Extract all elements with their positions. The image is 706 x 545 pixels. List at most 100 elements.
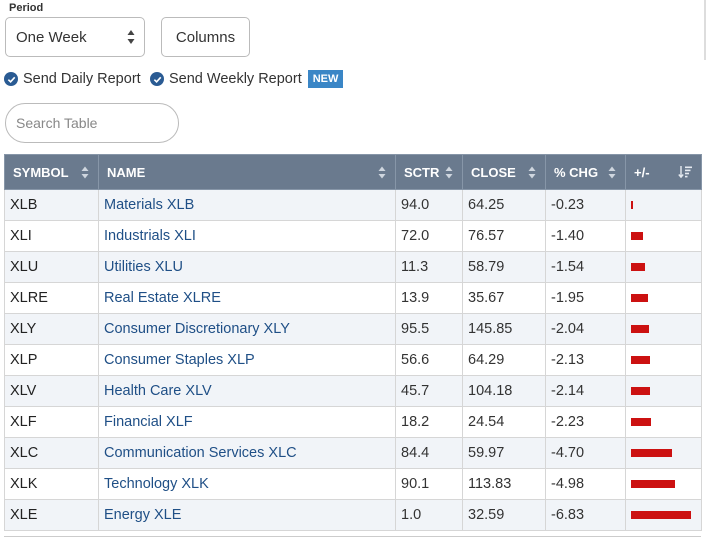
send-daily-report-toggle[interactable]: Send Daily Report — [4, 69, 141, 89]
sector-name-link[interactable]: Energy XLE — [104, 507, 182, 523]
change-bar — [631, 325, 649, 334]
send-daily-report-label: Send Daily Report — [23, 71, 141, 87]
change-bar — [631, 418, 651, 427]
table-body: XLB Materials XLB 94.0 64.25 -0.23 XLI Industr… — [4, 189, 702, 531]
sector-name-link[interactable]: Financial XLF — [104, 414, 193, 430]
pct-chg-cell: -1.95 — [545, 282, 626, 314]
table-row[interactable]: XLI Industrials XLI 72.0 76.57 -1.40 — [4, 220, 702, 252]
name-cell[interactable]: Utilities XLU — [98, 251, 396, 283]
name-cell[interactable]: Materials XLB — [98, 189, 396, 221]
close-cell: 64.25 — [462, 189, 546, 221]
change-bar — [631, 294, 648, 303]
column-header-close[interactable]: CLOSE — [462, 154, 546, 190]
change-bar — [631, 480, 675, 489]
close-cell: 76.57 — [462, 220, 546, 252]
column-header-sctr[interactable]: SCTR — [395, 154, 463, 190]
name-cell[interactable]: Consumer Discretionary XLY — [98, 313, 396, 345]
symbol-cell: XLB — [4, 189, 99, 221]
change-bar-cell — [625, 282, 702, 314]
symbol-cell: XLK — [4, 468, 99, 500]
sector-table: SYMBOL NAME SCTR CLOSE % CHG — [4, 154, 702, 531]
change-bar-cell — [625, 251, 702, 283]
change-bar — [631, 263, 645, 272]
sort-arrows-icon — [528, 166, 536, 179]
table-row[interactable]: XLB Materials XLB 94.0 64.25 -0.23 — [4, 189, 702, 221]
table-row[interactable]: XLE Energy XLE 1.0 32.59 -6.83 — [4, 499, 702, 531]
table-row[interactable]: XLF Financial XLF 18.2 24.54 -2.23 — [4, 406, 702, 438]
name-cell[interactable]: Health Care XLV — [98, 375, 396, 407]
sctr-cell: 94.0 — [395, 189, 463, 221]
change-bar-cell — [625, 406, 702, 438]
symbol-cell: XLRE — [4, 282, 99, 314]
symbol-cell: XLP — [4, 344, 99, 376]
table-row[interactable]: XLV Health Care XLV 45.7 104.18 -2.14 — [4, 375, 702, 407]
table-row[interactable]: XLRE Real Estate XLRE 13.9 35.67 -1.95 — [4, 282, 702, 314]
sort-arrows-icon — [445, 166, 453, 179]
sector-name-link[interactable]: Technology XLK — [104, 476, 209, 492]
pct-chg-cell: -1.54 — [545, 251, 626, 283]
sector-name-link[interactable]: Communication Services XLC — [104, 445, 297, 461]
change-bar-cell — [625, 375, 702, 407]
columns-button[interactable]: Columns — [161, 17, 250, 57]
sort-arrows-icon — [608, 166, 616, 179]
sector-name-link[interactable]: Industrials XLI — [104, 228, 196, 244]
period-select-value: One Week — [16, 28, 87, 46]
close-cell: 64.29 — [462, 344, 546, 376]
sctr-cell: 90.1 — [395, 468, 463, 500]
sctr-cell: 45.7 — [395, 375, 463, 407]
sector-name-link[interactable]: Materials XLB — [104, 197, 195, 213]
name-cell[interactable]: Energy XLE — [98, 499, 396, 531]
pct-chg-cell: -2.23 — [545, 406, 626, 438]
period-select[interactable]: One Week — [5, 17, 145, 57]
symbol-cell: XLE — [4, 499, 99, 531]
search-table-input[interactable] — [5, 103, 179, 143]
pct-chg-cell: -0.23 — [545, 189, 626, 221]
symbol-cell: XLC — [4, 437, 99, 469]
sector-name-link[interactable]: Consumer Discretionary XLY — [104, 321, 290, 337]
sctr-cell: 11.3 — [395, 251, 463, 283]
symbol-cell: XLV — [4, 375, 99, 407]
send-weekly-report-toggle[interactable]: Send Weekly Report NEW — [150, 69, 344, 89]
send-weekly-report-label: Send Weekly Report — [169, 71, 302, 87]
name-cell[interactable]: Industrials XLI — [98, 220, 396, 252]
change-bar-cell — [625, 499, 702, 531]
column-header-name[interactable]: NAME — [98, 154, 396, 190]
sector-name-link[interactable]: Consumer Staples XLP — [104, 352, 255, 368]
table-row[interactable]: XLY Consumer Discretionary XLY 95.5 145.85-… — [4, 313, 702, 345]
sctr-cell: 84.4 — [395, 437, 463, 469]
name-cell[interactable]: Real Estate XLRE — [98, 282, 396, 314]
table-row[interactable]: XLP Consumer Staples XLP 56.6 64.29 -2.13 — [4, 344, 702, 376]
change-bar-cell — [625, 437, 702, 469]
change-bar-cell — [625, 468, 702, 500]
sector-name-link[interactable]: Utilities XLU — [104, 259, 183, 275]
table-row[interactable]: XLC Communication Services XLC 84.4 59.97 -4… — [4, 437, 702, 469]
column-header-plus-minus-label: +/- — [634, 164, 650, 180]
check-circle-icon — [4, 72, 18, 86]
sector-name-link[interactable]: Real Estate XLRE — [104, 290, 221, 306]
name-cell[interactable]: Financial XLF — [98, 406, 396, 438]
name-cell[interactable]: Communication Services XLC — [98, 437, 396, 469]
change-bar — [631, 232, 643, 241]
table-row[interactable]: XLU Utilities XLU 11.3 58.79 -1.54 — [4, 251, 702, 283]
sector-name-link[interactable]: Health Care XLV — [104, 383, 212, 399]
change-bar-cell — [625, 189, 702, 221]
name-cell[interactable]: Consumer Staples XLP — [98, 344, 396, 376]
pct-chg-cell: -4.70 — [545, 437, 626, 469]
change-bar — [631, 387, 650, 396]
column-header-symbol[interactable]: SYMBOL — [4, 154, 99, 190]
check-circle-icon — [150, 72, 164, 86]
name-cell[interactable]: Technology XLK — [98, 468, 396, 500]
symbol-cell: XLU — [4, 251, 99, 283]
close-cell: 32.59 — [462, 499, 546, 531]
symbol-cell: XLI — [4, 220, 99, 252]
column-header-plus-minus[interactable]: +/- — [625, 154, 702, 190]
up-down-arrows-icon — [127, 30, 135, 44]
sctr-cell: 18.2 — [395, 406, 463, 438]
close-cell: 145.85 — [462, 313, 546, 345]
column-header-pct-chg[interactable]: % CHG — [545, 154, 626, 190]
change-bar-cell — [625, 220, 702, 252]
table-row[interactable]: XLK Technology XLK 90.1 113.83 -4.98 — [4, 468, 702, 500]
change-bar — [631, 511, 691, 520]
column-header-close-label: CLOSE — [471, 164, 516, 180]
change-bar — [631, 356, 650, 365]
